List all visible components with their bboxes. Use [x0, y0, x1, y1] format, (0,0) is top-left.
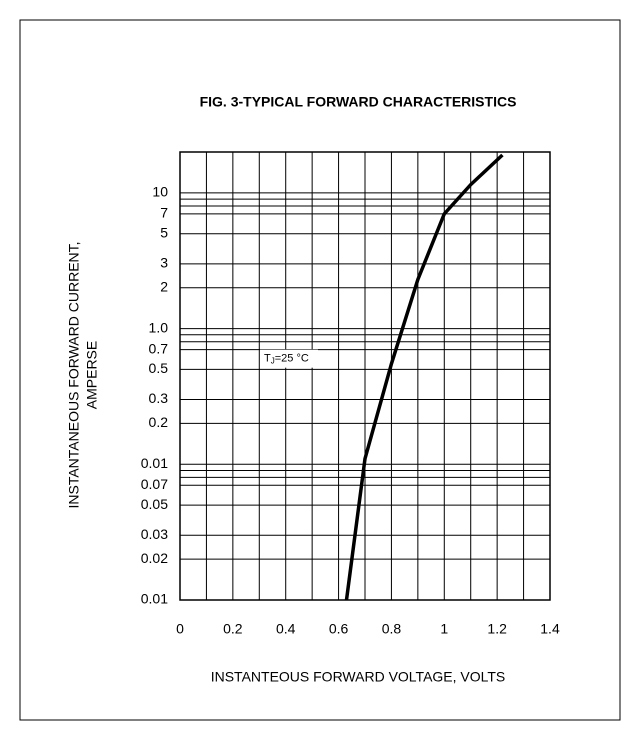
x-tick-label: 0.6: [329, 621, 349, 637]
annotation-suffix: =25 °C: [275, 353, 309, 365]
chart-title: FIG. 3-TYPICAL FORWARD CHARACTERISTICS: [200, 94, 517, 110]
y-tick-label: 10: [152, 184, 168, 200]
annotation: TJ=25 °C: [264, 353, 309, 366]
annotation-subscript: J: [271, 357, 275, 366]
x-tick-label: 0.2: [223, 621, 243, 637]
y-tick-label: 0.3: [149, 390, 169, 406]
x-axis-label: INSTANTEOUS FORWARD VOLTAGE, VOLTS: [211, 669, 506, 685]
y-tick-label: 0.02: [141, 550, 168, 566]
y-tick-label: 0.01: [141, 455, 168, 471]
x-tick-label: 0: [176, 621, 184, 637]
y-axis-label: INSTANTANEOUS FORWARD CURRENT, AMPERSE: [66, 241, 100, 508]
y-tick-label: 2: [160, 278, 168, 294]
y-tick-label: 0.2: [149, 414, 169, 430]
y-axis-label-line: INSTANTANEOUS FORWARD CURRENT,: [66, 241, 82, 508]
x-tick-label: 1: [440, 621, 448, 637]
x-tick-label: 0.4: [276, 621, 296, 637]
y-axis-label-line: AMPERSE: [84, 341, 100, 409]
y-tick-label: 7: [160, 205, 168, 221]
y-tick-label: 5: [160, 224, 168, 240]
annotation-text: T: [264, 353, 271, 365]
y-tick-label: 0.01: [141, 591, 168, 607]
x-tick-label: 1.2: [487, 621, 507, 637]
y-tick-label: 0.05: [141, 496, 168, 512]
y-tick-label: 1.0: [149, 319, 169, 335]
y-tick-label: 0.5: [149, 360, 169, 376]
frame: [19, 19, 621, 721]
y-tick-label: 0.7: [149, 340, 169, 356]
annotation-bg: [260, 349, 318, 368]
curve: [344, 153, 504, 601]
x-tick-label: 1.4: [540, 621, 560, 637]
y-tick-label: 3: [160, 255, 168, 271]
y-tick-label: 0.03: [141, 526, 168, 542]
y-tick-label: 0.07: [141, 476, 168, 492]
x-tick-label: 0.8: [382, 621, 402, 637]
